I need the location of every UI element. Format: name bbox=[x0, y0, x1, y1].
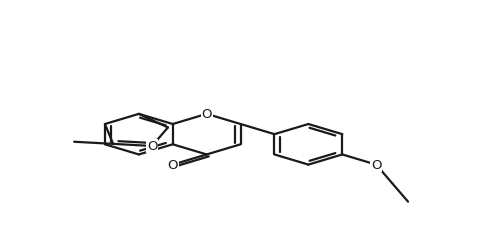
Text: O: O bbox=[147, 140, 157, 153]
Text: O: O bbox=[168, 159, 178, 171]
Text: O: O bbox=[201, 108, 212, 121]
Text: O: O bbox=[371, 159, 382, 171]
